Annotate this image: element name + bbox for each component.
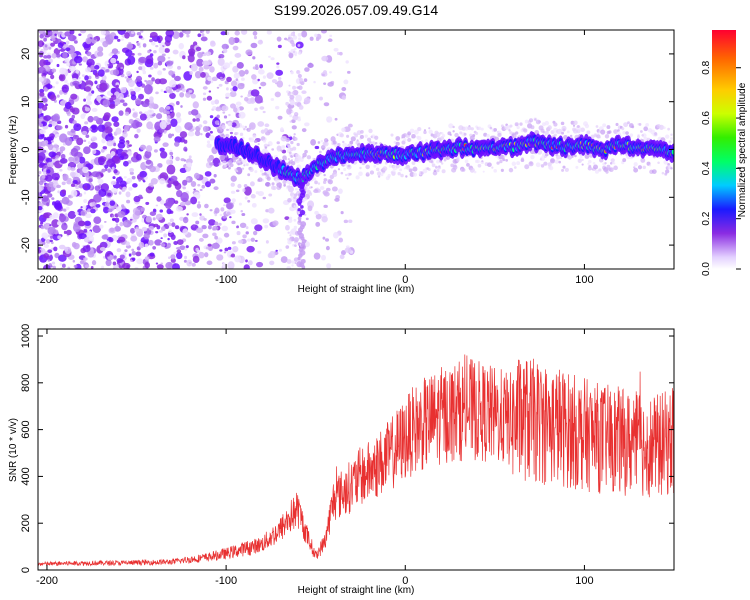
spectrogram-y-label: Frequency (Hz) [8,116,19,185]
y-tick-label: 0 [20,567,32,573]
snr-panel: -200 -100 0 100 0 200 400 600 800 1000 Height of… [8,324,675,596]
spectrogram-x-ticks: -200 -100 0 100 [36,30,594,286]
colorbar-tick-label: 0.2 [701,211,712,225]
x-tick-label: 0 [402,575,408,587]
x-tick-label: -200 [36,274,58,286]
x-tick-label: -100 [215,274,237,286]
colorbar-ticks: 0.0 0.2 0.4 0.6 0.8 [701,60,741,276]
spectrogram-y-ticks: -20 -10 0 10 20 [20,48,674,253]
snr-x-label: Height of straight line (km) [298,585,415,596]
y-tick-label: 600 [20,420,32,438]
figure-title: S199.2026.057.09.49.G14 [274,2,438,18]
y-tick-label: 400 [20,467,32,485]
colorbar: 0.0 0.2 0.4 0.6 0.8 Normalized spectral ampl… [701,30,748,276]
spectrogram-x-label: Height of straight line (km) [298,284,415,295]
x-tick-label: 100 [575,575,593,587]
colorbar-tick-label: 0.0 [701,262,712,276]
y-tick-label: 0 [20,146,32,152]
snr-series-line [38,354,674,567]
y-tick-label: 10 [20,96,32,108]
y-tick-label: 20 [20,48,32,60]
snr-y-label: SNR (10 * v/v) [8,418,19,482]
colorbar-gradient [712,30,736,269]
colorbar-tick-label: 0.4 [701,161,712,175]
y-tick-label: 800 [20,374,32,392]
colorbar-label: Normalized spectral amplitude [737,82,748,217]
y-tick-label: -10 [20,189,32,205]
snr-frame [37,328,675,571]
snr-y-ticks: 0 200 400 600 800 1000 [20,324,674,573]
y-tick-label: -20 [20,237,32,253]
x-tick-label: -100 [215,575,237,587]
spectrogram-heatmap [38,30,674,269]
x-tick-label: 0 [402,274,408,286]
colorbar-tick-label: 0.6 [701,111,712,125]
colorbar-tick-label: 0.8 [701,60,712,74]
y-tick-label: 200 [20,514,32,532]
snr-x-ticks: -200 -100 0 100 [36,329,594,587]
x-tick-label: 100 [575,274,593,286]
x-tick-label: -200 [36,575,58,587]
y-tick-label: 1000 [20,324,32,348]
